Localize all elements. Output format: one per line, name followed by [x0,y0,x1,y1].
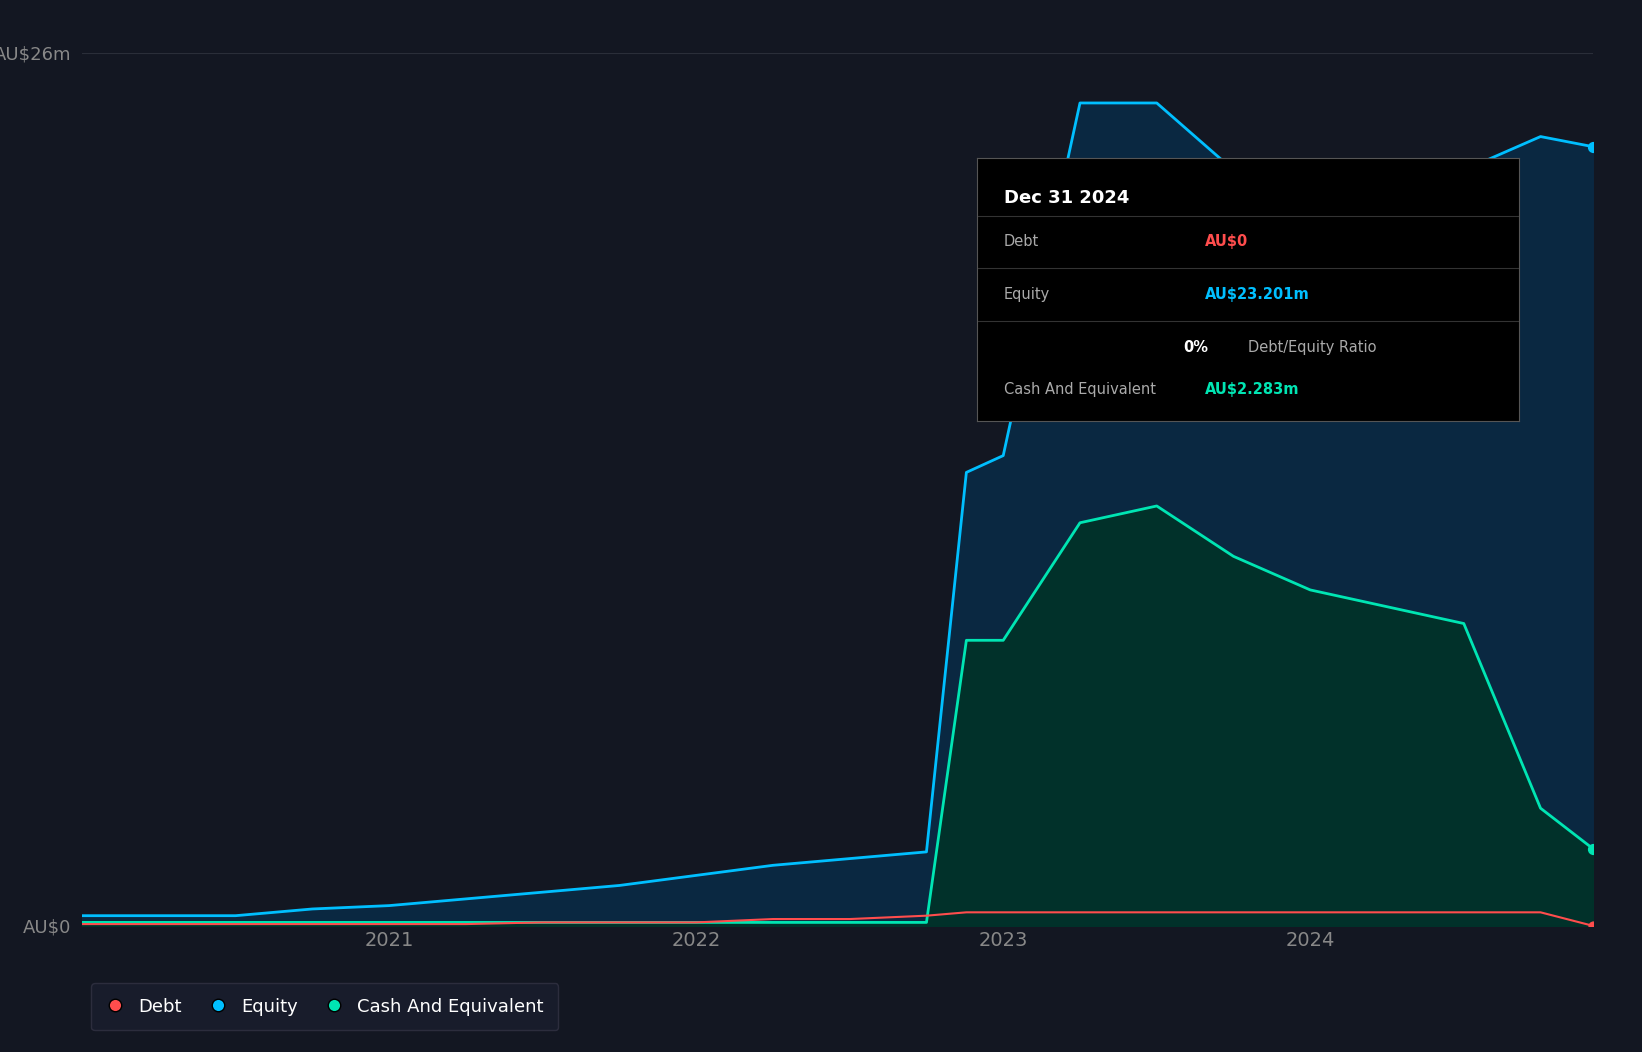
Text: AU$2.283m: AU$2.283m [1205,382,1299,397]
Text: 0%: 0% [1182,340,1209,355]
Text: AU$23.201m: AU$23.201m [1205,287,1309,302]
Point [1580,841,1606,857]
Point [1580,917,1606,934]
Text: Equity: Equity [1005,287,1051,302]
Text: Debt: Debt [1005,235,1039,249]
Point [1580,138,1606,155]
Text: Debt/Equity Ratio: Debt/Equity Ratio [1248,340,1376,355]
Text: Dec 31 2024: Dec 31 2024 [1005,189,1130,207]
Legend: Debt, Equity, Cash And Equivalent: Debt, Equity, Cash And Equivalent [90,984,558,1030]
Text: Cash And Equivalent: Cash And Equivalent [1005,382,1156,397]
Text: AU$0: AU$0 [1205,235,1248,249]
